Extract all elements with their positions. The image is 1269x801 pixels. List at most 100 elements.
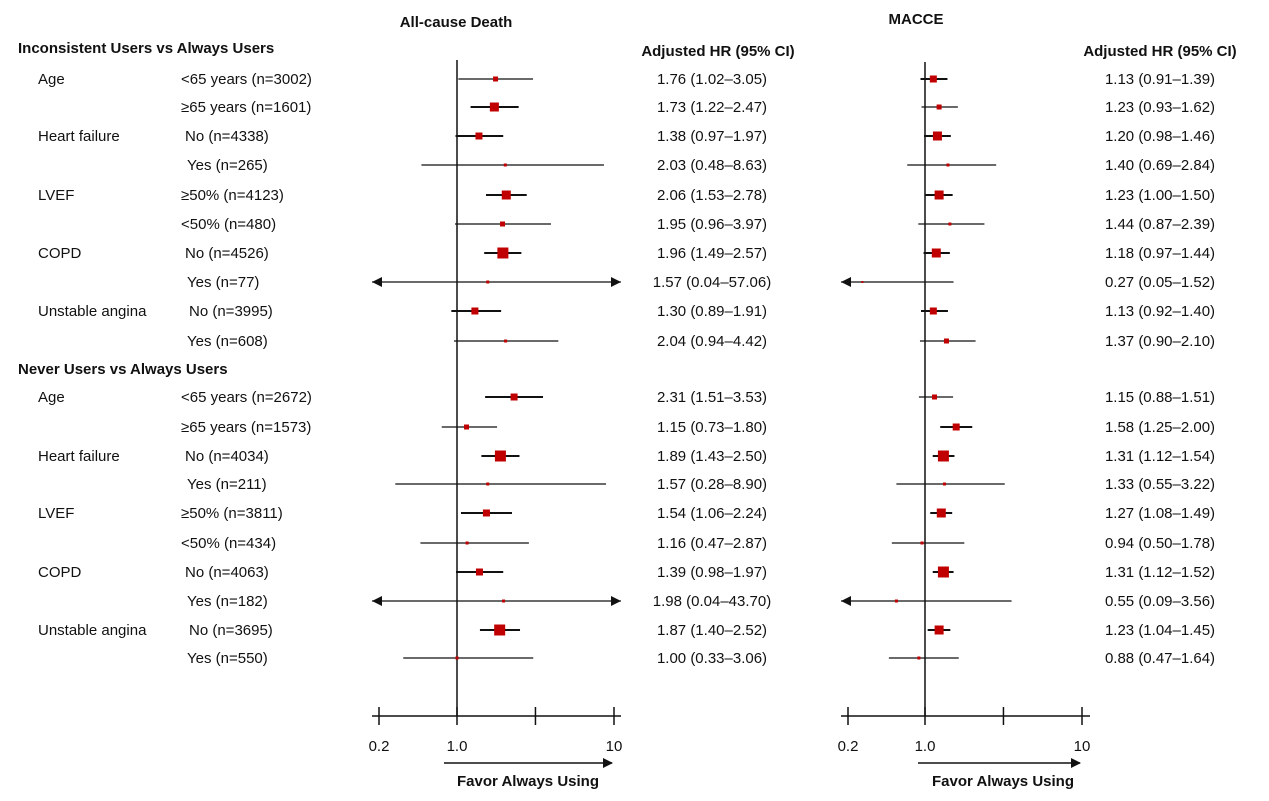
variable-label: COPD xyxy=(38,564,82,581)
hr-estimate-label: 1.95 (0.96–3.97) xyxy=(657,216,767,233)
ci-arrow-right xyxy=(611,277,621,287)
hr-point xyxy=(932,131,942,141)
hr-point xyxy=(475,132,483,140)
hr-estimate-label: 2.31 (1.51–3.53) xyxy=(657,389,767,406)
hr-point xyxy=(934,190,944,200)
hr-point xyxy=(464,424,470,430)
hr-estimate-label: 1.40 (0.69–2.84) xyxy=(1105,157,1215,174)
x-tick-label: 10 xyxy=(606,738,623,755)
hr-point xyxy=(486,482,490,486)
x-tick-label: 10 xyxy=(1074,738,1091,755)
hr-point xyxy=(931,248,941,258)
hr-estimate-label: 1.44 (0.87–2.39) xyxy=(1105,216,1215,233)
hr-point xyxy=(936,508,946,518)
x-tick-label: 1.0 xyxy=(447,738,468,755)
hr-estimate-label: 1.20 (0.98–1.46) xyxy=(1105,128,1215,145)
hr-point xyxy=(932,394,938,400)
hr-estimate-label: 1.13 (0.92–1.40) xyxy=(1105,303,1215,320)
hr-estimate-label: 1.39 (0.98–1.97) xyxy=(657,564,767,581)
subgroup-label: No (n=4063) xyxy=(185,564,269,581)
hr-estimate-label: 1.16 (0.47–2.87) xyxy=(657,535,767,552)
variable-label: Age xyxy=(38,389,65,406)
hr-point xyxy=(937,566,949,578)
subgroup-label: <65 years (n=2672) xyxy=(181,389,312,406)
hr-estimate-label: 1.76 (1.02–3.05) xyxy=(657,71,767,88)
subgroup-label: Yes (n=211) xyxy=(187,476,267,493)
hr-estimate-label: 1.38 (0.97–1.97) xyxy=(657,128,767,145)
subgroup-label: <50% (n=480) xyxy=(181,216,276,233)
subgroup-label: Yes (n=265) xyxy=(187,157,268,174)
hr-point xyxy=(502,599,506,603)
hr-estimate-label: 0.27 (0.05–1.52) xyxy=(1105,274,1215,291)
hr-point xyxy=(504,339,508,343)
hr-point xyxy=(494,624,506,636)
subgroup-label: No (n=4526) xyxy=(185,245,269,262)
hr-estimate-label: 1.54 (1.06–2.24) xyxy=(657,505,767,522)
hr-point xyxy=(917,656,921,660)
x-axis-label-right: Favor Always Using xyxy=(932,773,1074,790)
subgroup-label: ≥50% (n=4123) xyxy=(181,187,284,204)
hr-point xyxy=(920,541,924,545)
hr-point xyxy=(510,393,518,401)
hr-estimate-label: 0.94 (0.50–1.78) xyxy=(1105,535,1215,552)
hr-estimate-label: 1.15 (0.88–1.51) xyxy=(1105,389,1215,406)
hr-point xyxy=(493,76,499,82)
hr-point xyxy=(942,482,946,486)
hr-estimate-label: 0.88 (0.47–1.64) xyxy=(1105,650,1215,667)
hr-estimate-label: 1.27 (1.08–1.49) xyxy=(1105,505,1215,522)
hr-point xyxy=(934,625,944,635)
hr-estimate-label: 1.57 (0.04–57.06) xyxy=(653,274,771,291)
hr-estimate-label: 1.33 (0.55–3.22) xyxy=(1105,476,1215,493)
hr-estimate-label: 1.87 (1.40–2.52) xyxy=(657,622,767,639)
hr-point xyxy=(503,163,507,167)
hr-point xyxy=(929,75,937,83)
hr-point xyxy=(489,102,499,112)
hr-point xyxy=(482,509,490,517)
subgroup-label: No (n=4338) xyxy=(185,128,269,145)
ci-arrow-left xyxy=(372,596,382,606)
hr-estimate-label: 1.15 (0.73–1.80) xyxy=(657,419,767,436)
hr-point xyxy=(465,541,469,545)
subgroup-label: Yes (n=77) xyxy=(187,274,259,291)
hr-estimate-label: 1.30 (0.89–1.91) xyxy=(657,303,767,320)
variable-label: COPD xyxy=(38,245,82,262)
hr-estimate-label: 1.58 (1.25–2.00) xyxy=(1105,419,1215,436)
hr-estimate-label: 2.04 (0.94–4.42) xyxy=(657,333,767,350)
hr-point xyxy=(943,338,949,344)
hr-point xyxy=(471,307,479,315)
variable-label: Heart failure xyxy=(38,128,120,145)
x-tick-label: 1.0 xyxy=(915,738,936,755)
hr-estimate-label: 2.06 (1.53–2.78) xyxy=(657,187,767,204)
x-tick-label: 0.2 xyxy=(369,738,390,755)
group-header-inconsistent: Inconsistent Users vs Always Users xyxy=(18,40,274,57)
hr-point xyxy=(894,599,898,603)
hr-estimate-label: 1.31 (1.12–1.54) xyxy=(1105,448,1215,465)
hr-point xyxy=(500,221,506,227)
group-header-never: Never Users vs Always Users xyxy=(18,361,228,378)
hr-point xyxy=(936,104,942,110)
subgroup-label: No (n=4034) xyxy=(185,448,269,465)
hr-estimate-label: 1.57 (0.28–8.90) xyxy=(657,476,767,493)
x-tick-label: 0.2 xyxy=(838,738,859,755)
variable-label: Unstable angina xyxy=(38,303,147,320)
hr-estimate-label: 2.03 (0.48–8.63) xyxy=(657,157,767,174)
hr-point xyxy=(486,280,490,284)
subgroup-label: Yes (n=608) xyxy=(187,333,268,350)
hr-estimate-label: 1.37 (0.90–2.10) xyxy=(1105,333,1215,350)
hr-point xyxy=(501,190,511,200)
subgroup-label: No (n=3695) xyxy=(189,622,273,639)
hr-estimate-label: 0.55 (0.09–3.56) xyxy=(1105,593,1215,610)
variable-label: LVEF xyxy=(38,187,74,204)
subgroup-label: No (n=3995) xyxy=(189,303,273,320)
hr-point xyxy=(475,568,483,576)
hr-estimate-label: 1.89 (1.43–2.50) xyxy=(657,448,767,465)
panel-title-all-cause-death: All-cause Death xyxy=(400,14,513,31)
hr-column-header-right: Adjusted HR (95% CI) xyxy=(1083,43,1236,60)
hr-point xyxy=(497,247,509,259)
hr-estimate-label: 1.98 (0.04–43.70) xyxy=(653,593,771,610)
hr-point xyxy=(952,423,960,431)
hr-estimate-label: 1.73 (1.22–2.47) xyxy=(657,99,767,116)
hr-estimate-label: 1.96 (1.49–2.57) xyxy=(657,245,767,262)
variable-label: Age xyxy=(38,71,65,88)
subgroup-label: Yes (n=182) xyxy=(187,593,268,610)
